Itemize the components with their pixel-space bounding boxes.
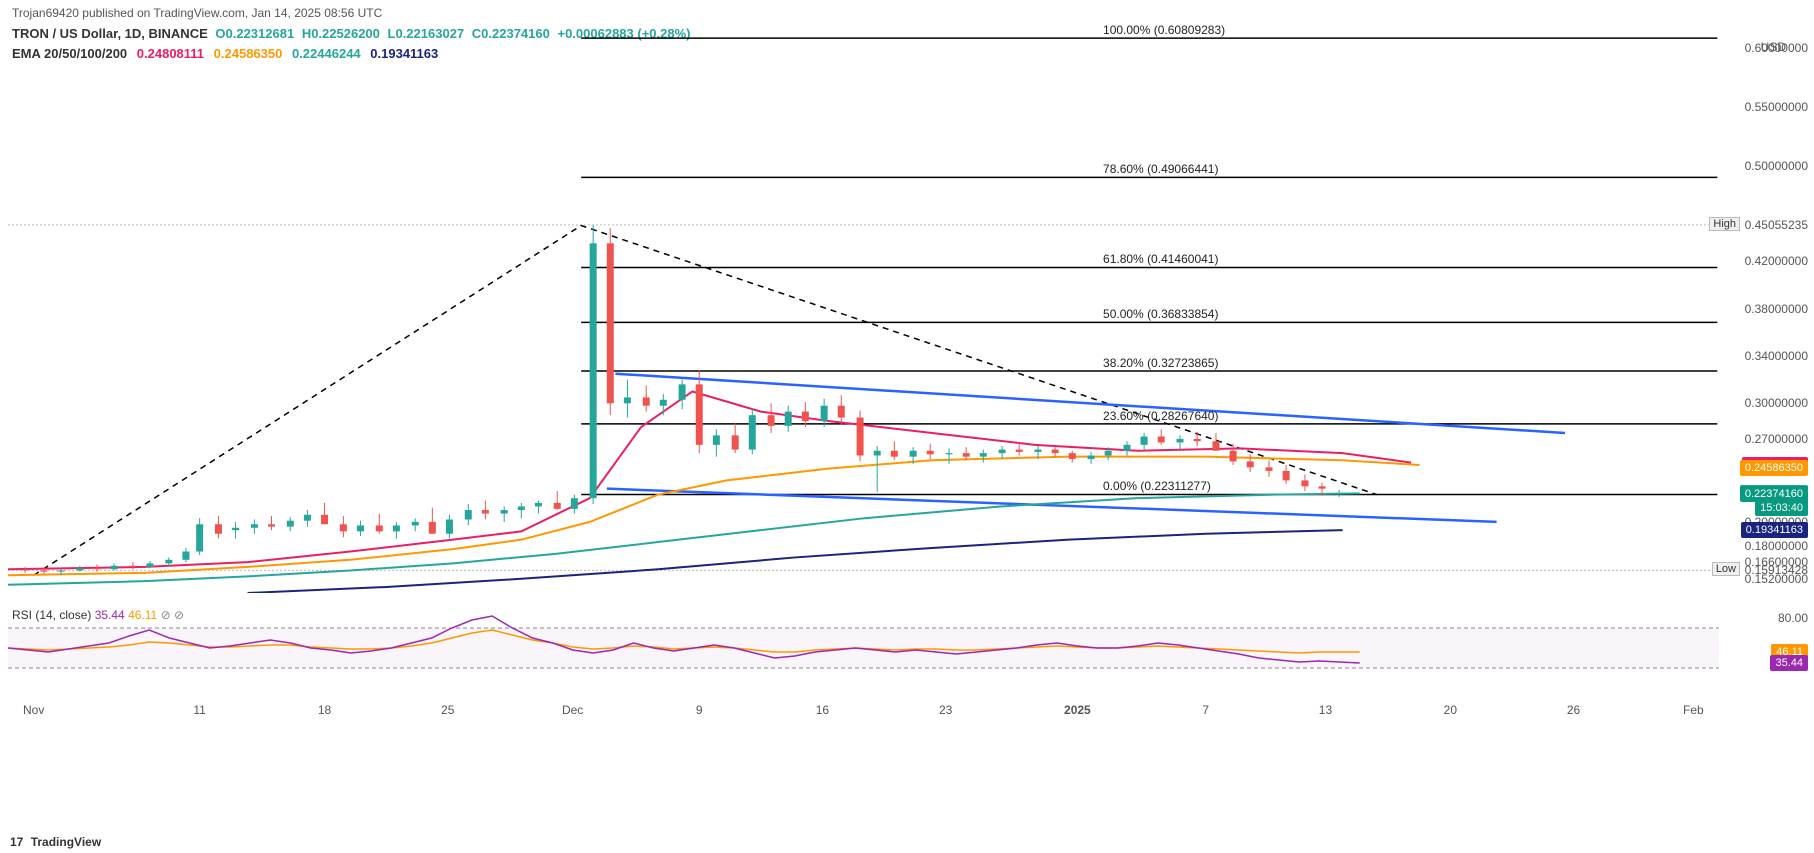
price-yaxis: 0.60000000 0.55000000 0.50000000 0.42000000… — [1722, 24, 1814, 593]
xaxis-label: 13 — [1319, 703, 1332, 717]
axis-extreme-value: 0.45055235 — [1745, 218, 1808, 232]
xaxis-label: 11 — [193, 703, 205, 717]
fib-label: 0.00% (0.22311277) — [1103, 479, 1211, 493]
axis-extreme-value: 0.15913428 — [1745, 563, 1808, 577]
rsi-ylabel: 80.00 — [1778, 611, 1808, 625]
yaxis-label: 0.50000000 — [1745, 159, 1808, 173]
price-chart[interactable]: 100.00% (0.60809283) 78.60% (0.49066441) 6… — [8, 24, 1719, 593]
axis-price-tag: 0.19341163 — [1741, 522, 1808, 538]
xaxis-label: 18 — [318, 703, 331, 717]
fib-label: 23.60% (0.28267640) — [1103, 409, 1218, 423]
xaxis-label: Feb — [1683, 703, 1704, 717]
xaxis-label: 16 — [816, 703, 829, 717]
fib-label: 100.00% (0.60809283) — [1103, 23, 1225, 37]
rsi-legend: RSI (14, close) 35.44 46.11 ⊘ ⊘ — [12, 608, 184, 622]
tv-icon: 17 — [10, 835, 23, 849]
xaxis-label: Dec — [562, 703, 583, 717]
rsi-tag: 35.44 — [1770, 655, 1808, 671]
xaxis-label: 26 — [1567, 703, 1580, 717]
xaxis-label: 23 — [939, 703, 952, 717]
xaxis-label: Nov — [23, 703, 44, 717]
time-xaxis: Nov 11 18 25 Dec 9 16 23 2025 7 13 20 26 Feb — [8, 693, 1719, 723]
fib-label: 61.80% (0.41460041) — [1103, 252, 1218, 266]
yaxis-label: 0.38000000 — [1745, 302, 1808, 316]
xaxis-label: 9 — [696, 703, 703, 717]
fib-label: 50.00% (0.36833854) — [1103, 307, 1218, 321]
xaxis-label: 25 — [441, 703, 454, 717]
tradingview-logo: 17 TradingView — [10, 835, 101, 849]
axis-price-tag: 0.24586350 — [1740, 460, 1808, 476]
publish-info: Trojan69420 published on TradingView.com… — [12, 6, 382, 20]
axis-box-tag: High — [1709, 217, 1740, 231]
xaxis-label: 20 — [1444, 703, 1457, 717]
yaxis-label: 0.42000000 — [1745, 254, 1808, 268]
rsi-yaxis: 80.0046.1135.44 — [1722, 608, 1814, 688]
yaxis-label: 0.18000000 — [1745, 539, 1808, 553]
axis-price-tag: 15:03:40 — [1755, 500, 1808, 516]
fib-label: 78.60% (0.49066441) — [1103, 162, 1218, 176]
yaxis-label: 0.30000000 — [1745, 396, 1808, 410]
fib-label: 38.20% (0.32723865) — [1103, 356, 1218, 370]
yaxis-label: 0.55000000 — [1745, 100, 1808, 114]
axis-box-tag: Low — [1712, 562, 1740, 576]
yaxis-label: 0.34000000 — [1745, 349, 1808, 363]
xaxis-label: 7 — [1202, 703, 1209, 717]
rsi-pane[interactable]: RSI (14, close) 35.44 46.11 ⊘ ⊘ — [8, 608, 1719, 688]
yaxis-label: 0.27000000 — [1745, 432, 1808, 446]
xaxis-label: 2025 — [1064, 703, 1091, 717]
yaxis-label: 0.60000000 — [1745, 41, 1808, 55]
